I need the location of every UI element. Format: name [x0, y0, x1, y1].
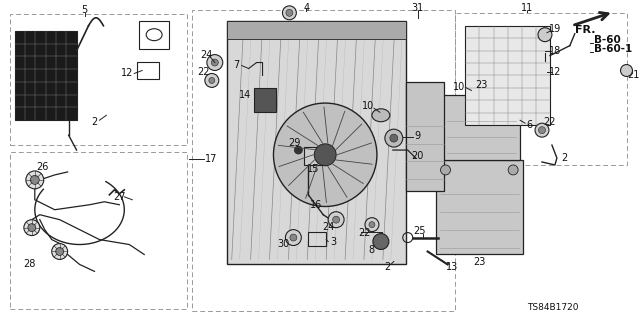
Text: 23: 23 — [473, 257, 486, 268]
Circle shape — [385, 129, 403, 147]
Circle shape — [285, 230, 301, 245]
Text: 28: 28 — [24, 260, 36, 269]
Text: 24: 24 — [322, 222, 334, 232]
Text: 12: 12 — [376, 236, 388, 246]
Bar — [15, 31, 77, 120]
Bar — [456, 13, 627, 165]
Text: 6: 6 — [526, 120, 532, 130]
Text: 17: 17 — [205, 154, 217, 164]
Text: 10: 10 — [362, 101, 374, 111]
Text: 23: 23 — [475, 80, 488, 91]
Text: 16: 16 — [310, 200, 323, 210]
Text: FR.: FR. — [575, 25, 595, 35]
Text: TS84B1720: TS84B1720 — [527, 303, 579, 312]
Polygon shape — [253, 88, 276, 112]
Circle shape — [30, 175, 39, 184]
Circle shape — [390, 134, 398, 142]
Text: 30: 30 — [277, 238, 289, 249]
Circle shape — [538, 127, 545, 134]
Circle shape — [328, 212, 344, 228]
Circle shape — [207, 55, 223, 70]
Text: 12: 12 — [548, 68, 561, 77]
Bar — [10, 152, 187, 309]
Text: 26: 26 — [36, 162, 49, 172]
Bar — [192, 10, 456, 311]
Bar — [406, 82, 444, 191]
Bar — [436, 160, 523, 254]
Circle shape — [52, 244, 68, 260]
Circle shape — [440, 165, 451, 175]
Circle shape — [621, 65, 632, 76]
Bar — [227, 21, 406, 39]
Circle shape — [365, 218, 379, 232]
Text: 2: 2 — [562, 153, 568, 163]
Text: 24: 24 — [201, 50, 213, 60]
Text: 19: 19 — [548, 24, 561, 34]
Text: 2: 2 — [92, 117, 97, 127]
Bar — [140, 21, 169, 49]
Text: B-60: B-60 — [594, 35, 620, 45]
Circle shape — [56, 247, 63, 255]
Circle shape — [508, 165, 518, 175]
Text: 12: 12 — [121, 68, 134, 78]
Text: 20: 20 — [412, 151, 424, 161]
Bar — [137, 61, 159, 79]
Text: 31: 31 — [412, 3, 424, 13]
Circle shape — [24, 220, 40, 236]
Circle shape — [209, 77, 215, 84]
Circle shape — [535, 123, 549, 137]
Circle shape — [294, 146, 302, 154]
Circle shape — [211, 59, 218, 66]
Text: B-60-1: B-60-1 — [594, 44, 632, 54]
Bar — [465, 26, 550, 125]
Circle shape — [369, 222, 375, 228]
Circle shape — [333, 216, 340, 223]
Circle shape — [26, 171, 44, 189]
Text: 11: 11 — [521, 3, 533, 13]
Circle shape — [28, 224, 36, 232]
Circle shape — [538, 28, 552, 42]
Circle shape — [205, 74, 219, 87]
Bar — [10, 14, 187, 145]
Circle shape — [286, 9, 293, 16]
Text: 27: 27 — [113, 192, 125, 202]
Circle shape — [290, 234, 297, 241]
Text: 8: 8 — [369, 244, 375, 254]
Bar — [308, 232, 326, 245]
Bar — [227, 21, 406, 264]
Text: 9: 9 — [415, 131, 420, 141]
Circle shape — [314, 144, 336, 166]
Text: 22: 22 — [198, 68, 210, 77]
Text: 29: 29 — [288, 138, 301, 148]
Text: 22: 22 — [544, 117, 556, 127]
Circle shape — [373, 234, 389, 250]
Text: 3: 3 — [330, 236, 336, 246]
Text: 25: 25 — [413, 226, 426, 236]
Text: 5: 5 — [81, 5, 88, 15]
Text: 21: 21 — [627, 70, 639, 80]
Ellipse shape — [372, 109, 390, 122]
Text: 15: 15 — [307, 164, 319, 174]
Text: 2: 2 — [385, 262, 391, 272]
Circle shape — [282, 6, 296, 20]
Text: 18: 18 — [548, 46, 561, 56]
Text: 4: 4 — [303, 3, 309, 13]
Circle shape — [273, 103, 377, 206]
Text: 14: 14 — [239, 90, 251, 100]
Text: 13: 13 — [446, 262, 459, 272]
Text: 22: 22 — [359, 228, 371, 237]
Bar — [442, 95, 520, 160]
Bar — [304, 147, 326, 165]
Text: 7: 7 — [234, 60, 240, 69]
Text: 10: 10 — [453, 83, 465, 92]
